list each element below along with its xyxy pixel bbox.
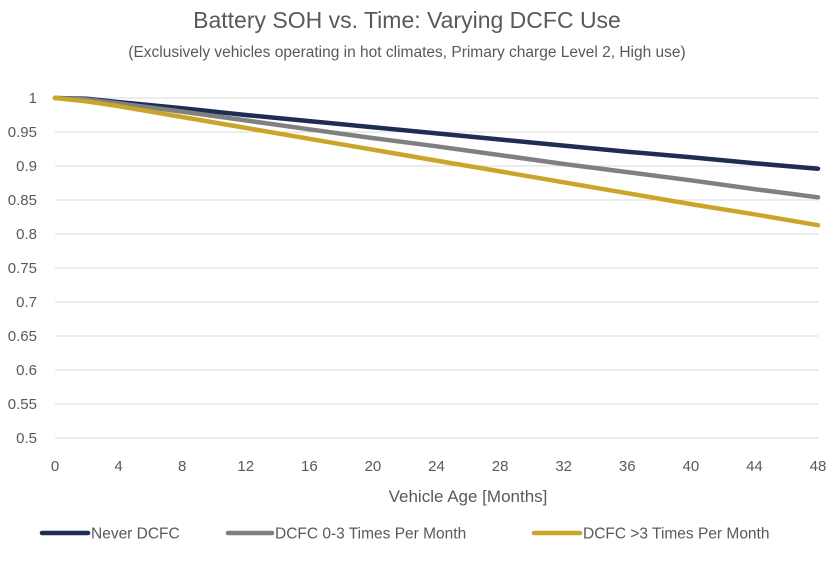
y-tick-label: 0.65	[8, 328, 37, 345]
y-tick-label: 0.6	[16, 362, 37, 379]
x-tick-label: 24	[428, 458, 445, 475]
y-tick-label: 0.7	[16, 294, 37, 311]
x-axis-label: Vehicle Age [Months]	[389, 487, 548, 506]
chart-title: Battery SOH vs. Time: Varying DCFC Use	[193, 7, 621, 33]
y-axis-ticks: 0.5 0.55 0.6 0.65 0.7 0.75 0.8 0.85 0.9 0.95 1	[8, 90, 37, 447]
x-tick-label: 32	[555, 458, 572, 475]
x-tick-label: 20	[365, 458, 382, 475]
gridlines	[55, 97, 818, 439]
x-tick-label: 4	[114, 458, 122, 475]
x-tick-label: 28	[492, 458, 509, 475]
y-tick-label: 0.85	[8, 192, 37, 209]
series-lines	[52, 95, 821, 228]
series-line-2	[52, 95, 821, 228]
legend-label: Never DCFC	[91, 526, 180, 543]
x-axis-ticks: 0 4 8 12 16 20 24 28 32 36 40 44 48	[51, 458, 827, 475]
y-tick-label: 0.5	[16, 430, 37, 447]
y-tick-label: 0.8	[16, 226, 37, 243]
legend-label: DCFC 0-3 Times Per Month	[275, 526, 466, 543]
x-tick-label: 12	[237, 458, 254, 475]
x-tick-label: 40	[682, 458, 699, 475]
y-tick-label: 0.75	[8, 260, 37, 277]
legend-label: DCFC >3 Times Per Month	[583, 526, 769, 543]
x-tick-label: 36	[619, 458, 636, 475]
series-line-1	[52, 95, 821, 200]
y-tick-label: 0.95	[8, 124, 37, 141]
legend: Never DCFC DCFC 0-3 Times Per Month DCFC >…	[39, 526, 769, 543]
x-tick-label: 0	[51, 458, 59, 475]
y-tick-label: 0.9	[16, 158, 37, 175]
x-tick-label: 48	[810, 458, 827, 475]
y-tick-label: 0.55	[8, 396, 37, 413]
x-tick-label: 44	[746, 458, 763, 475]
x-tick-label: 16	[301, 458, 318, 475]
chart-subtitle: (Exclusively vehicles operating in hot c…	[128, 44, 685, 61]
y-tick-label: 1	[29, 90, 37, 107]
x-tick-label: 8	[178, 458, 186, 475]
